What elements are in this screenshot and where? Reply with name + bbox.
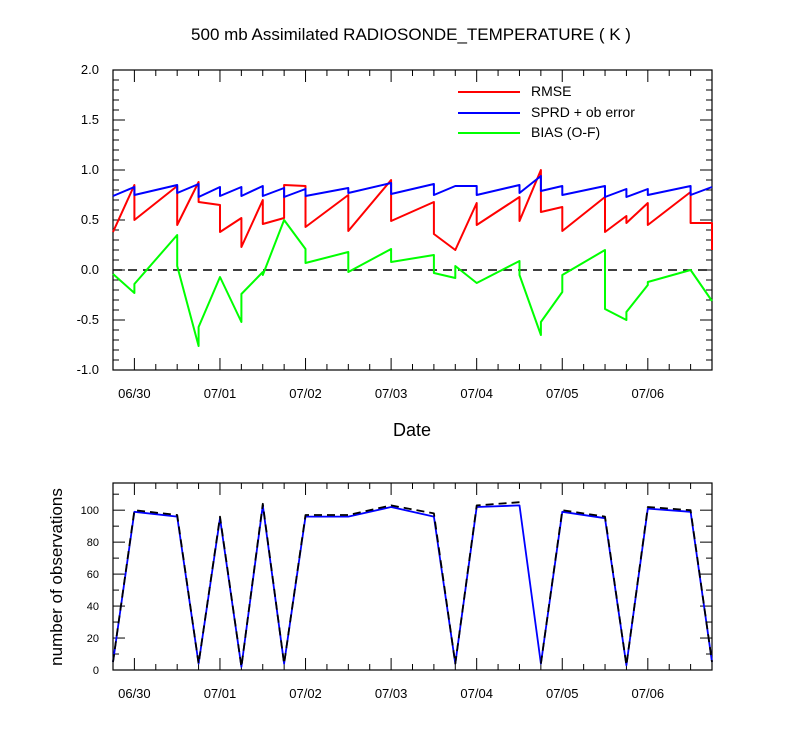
bottom-y-tick-label: 100 (81, 505, 99, 517)
top-series-line-2 (112, 219, 713, 347)
top-y-tick-label: -0.5 (77, 312, 99, 327)
bottom-series-line-0 (112, 504, 713, 668)
bottom-y-tick-label: 60 (87, 569, 99, 581)
top-x-tick-label: 07/03 (375, 386, 408, 401)
legend-label-0: RMSE (531, 83, 571, 99)
top-x-tick-label: 07/02 (289, 386, 322, 401)
bottom-x-tick-label: 07/01 (204, 686, 237, 701)
top-y-tick-label: 2.0 (81, 62, 99, 77)
bottom-series-line-2 (540, 506, 713, 667)
bottom-x-tick-label: 07/06 (632, 686, 665, 701)
bottom-y-tick-label: 80 (87, 537, 99, 549)
bottom-x-tick-label: 07/05 (546, 686, 579, 701)
top-y-tick-label: 1.0 (81, 162, 99, 177)
top-x-tick-label: 07/04 (460, 386, 493, 401)
top-x-tick-label: 07/01 (204, 386, 237, 401)
top-x-tick-label: 07/06 (632, 386, 665, 401)
top-y-tick-label: 0.0 (81, 262, 99, 277)
bottom-y-tick-label: 40 (87, 601, 99, 613)
top-plot: 06/30 07/01 07/02 07/03 07/04 07/05 07/06 -1.0 -… (77, 62, 713, 401)
bottom-x-tick-label: 06/30 (118, 686, 151, 701)
top-y-tick-label: -1.0 (77, 362, 99, 377)
top-series-line-1 (112, 175, 713, 198)
top-y-tick-label: 1.5 (81, 112, 99, 127)
bottom-plot: 06/30 07/01 07/02 07/03 07/04 07/05 07/06 0 20 40… (81, 482, 713, 701)
bottom-y-tick-label: 20 (87, 633, 99, 645)
bottom-x-tick-label: 07/03 (375, 686, 408, 701)
bottom-x-tick-label: 07/04 (460, 686, 493, 701)
bottom-y-tick-label: 0 (93, 665, 99, 677)
top-x-tick-label: 06/30 (118, 386, 151, 401)
bottom-chart-ylabel: number of observations (47, 488, 66, 666)
top-y-tick-label: 0.5 (81, 212, 99, 227)
top-chart-xlabel: Date (393, 420, 431, 440)
bottom-series-line-1 (112, 501, 520, 668)
top-series-line-0 (112, 169, 713, 251)
top-chart-title: 500 mb Assimilated RADIOSONDE_TEMPERATUR… (191, 25, 631, 44)
legend-label-1: SPRD + ob error (531, 104, 635, 120)
top-x-tick-label: 07/05 (546, 386, 579, 401)
legend-label-2: BIAS (O-F) (531, 124, 600, 140)
bottom-x-tick-label: 07/02 (289, 686, 322, 701)
